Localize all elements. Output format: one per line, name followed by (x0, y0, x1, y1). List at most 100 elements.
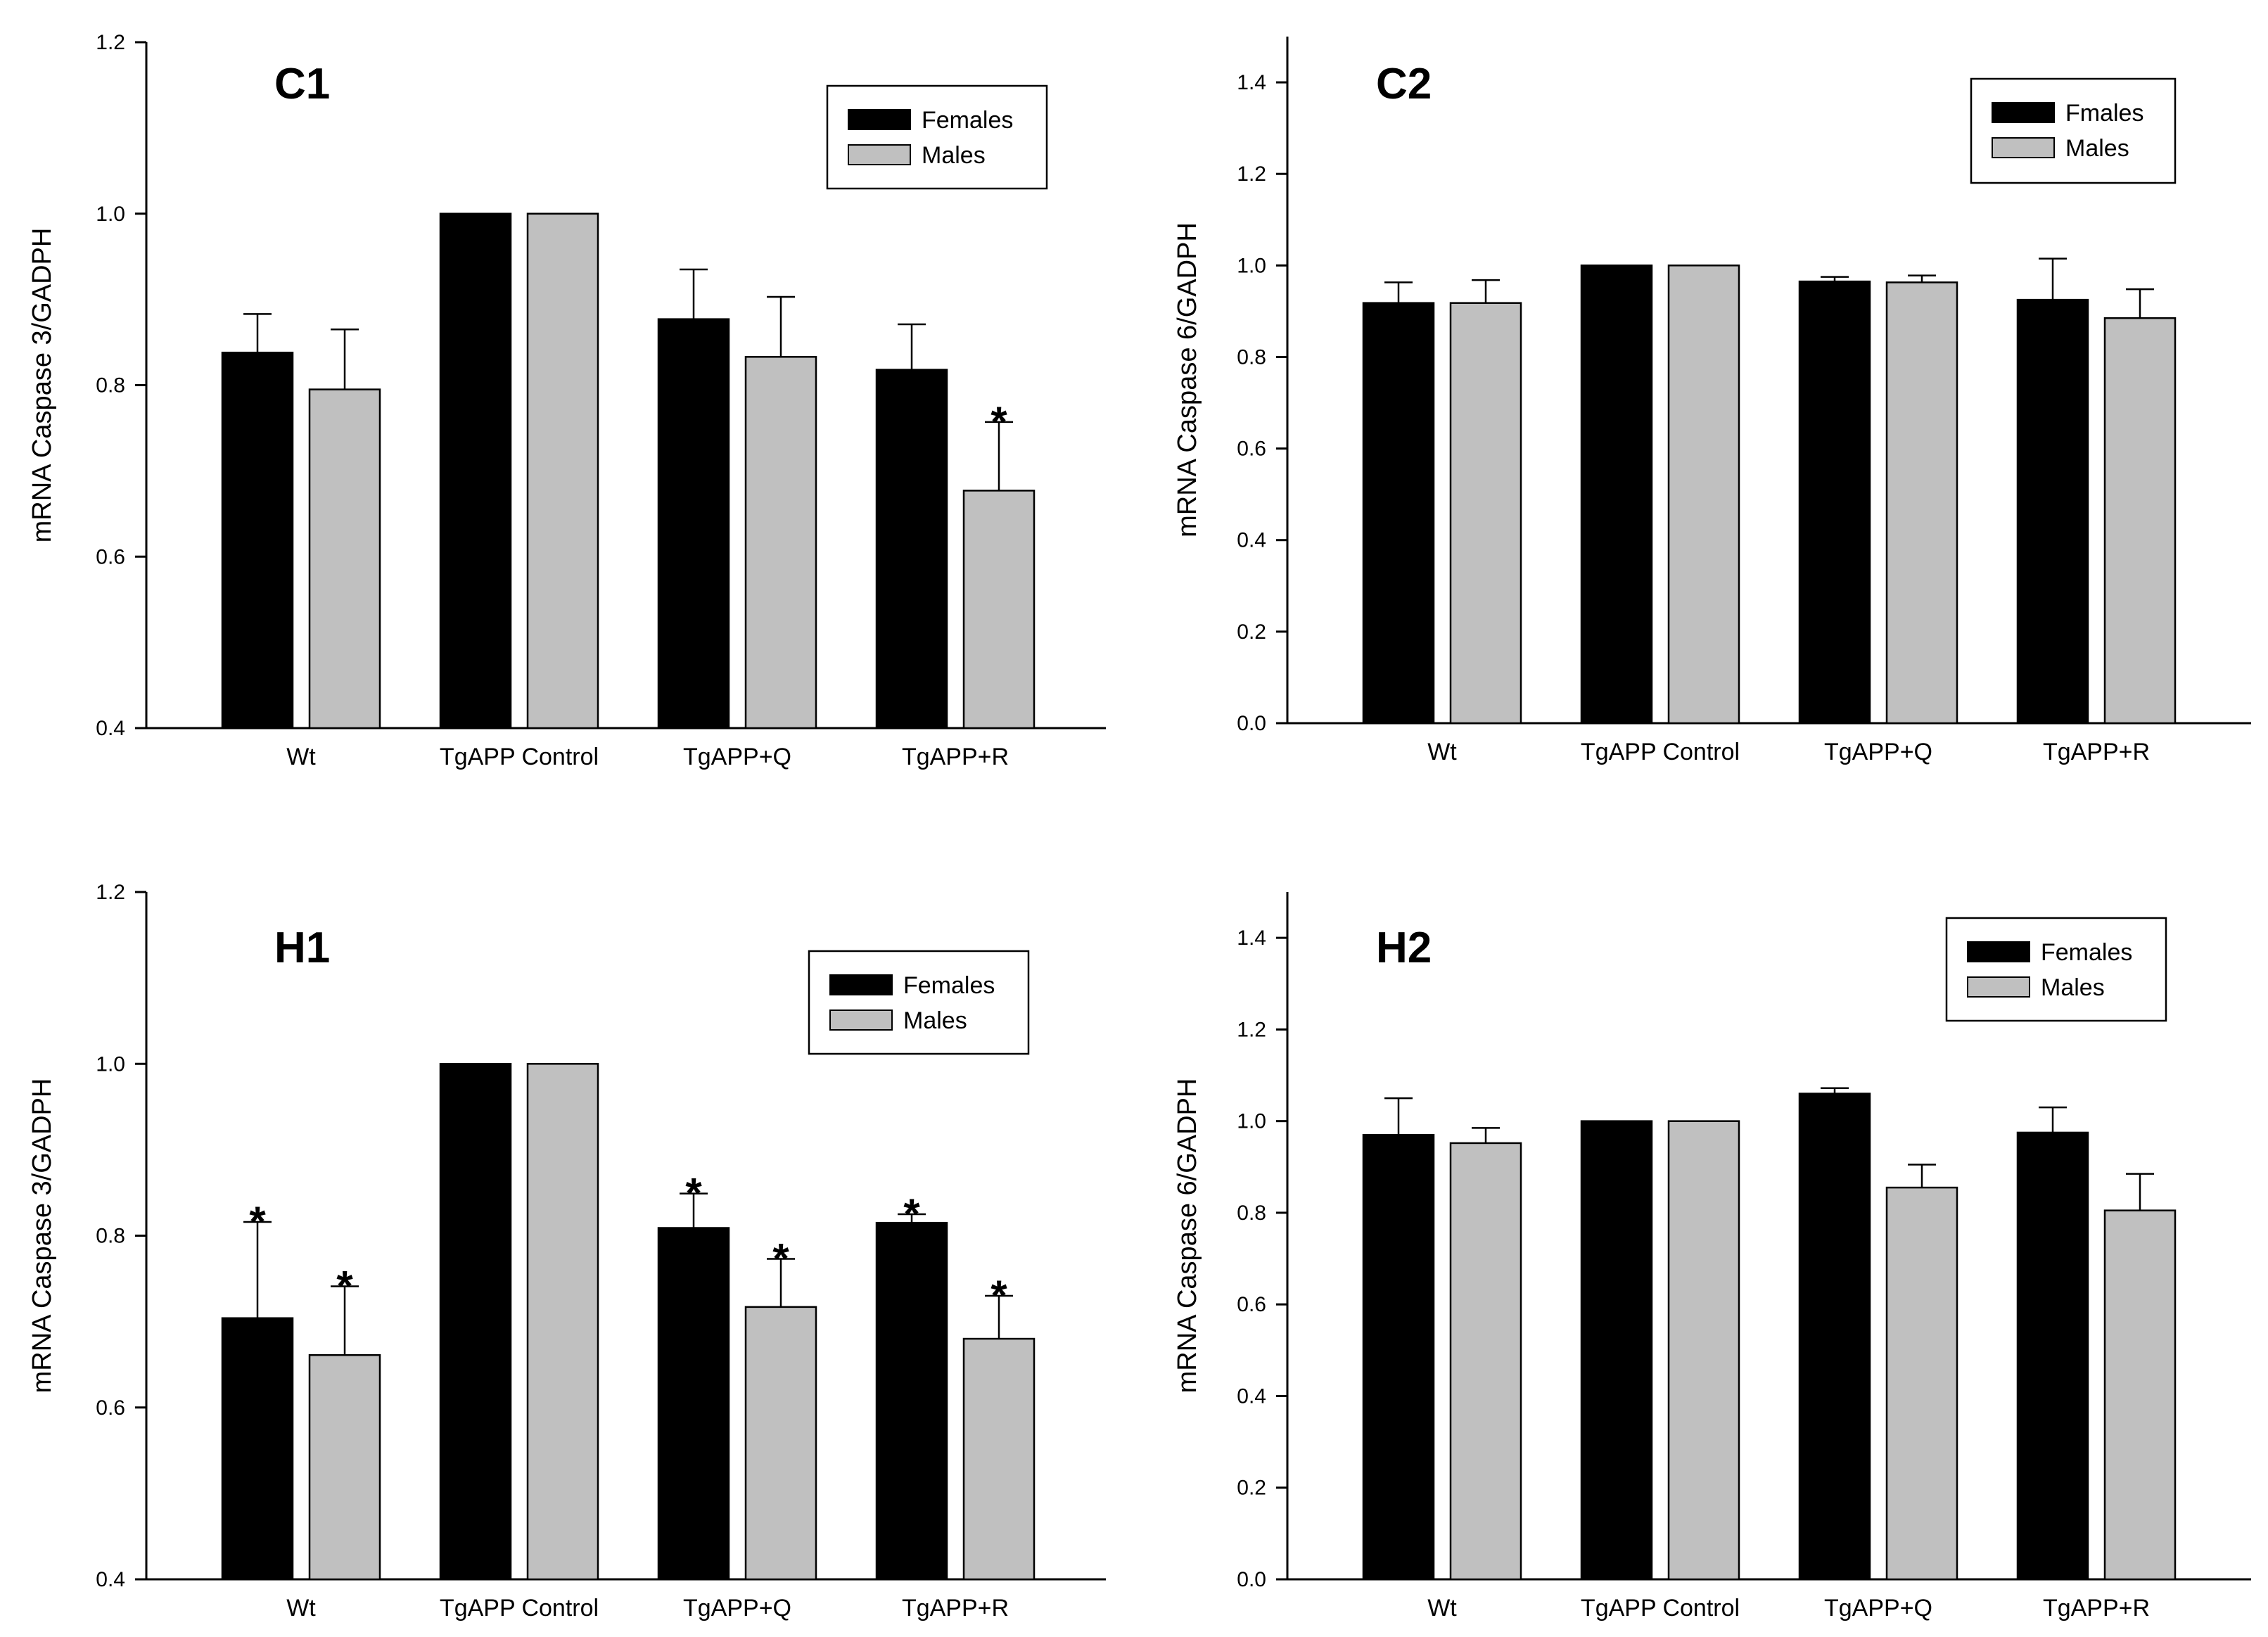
x-tick-label: TgAPP+R (2043, 739, 2150, 765)
significance-marker: * (685, 1170, 702, 1217)
y-tick-label: 1.2 (1237, 163, 1266, 186)
significance-marker: * (990, 1272, 1007, 1319)
bar-females-1 (439, 212, 512, 730)
bar-males-3 (2103, 317, 2177, 725)
legend: Females Males (1945, 917, 2167, 1022)
y-tick-label: 1.0 (96, 203, 125, 226)
y-tick-label: 1.4 (1237, 926, 1266, 950)
legend-frame (826, 84, 1048, 190)
chart-panel-h1: 0.4 0.6 0.8 1.0 1.2 mRNA Caspase 3/GADPH H1 * * W… (27, 881, 1106, 1622)
y-tick-label: 0.0 (1237, 1568, 1266, 1591)
y-tick-label: 1.2 (96, 31, 125, 54)
x-tick-label: TgAPP Control (1581, 739, 1740, 765)
y-tick-label: 0.8 (96, 1225, 125, 1248)
legend-swatch-1 (829, 1009, 893, 1031)
y-tick-label: 0.8 (1237, 345, 1266, 369)
bar-males-3 (962, 490, 1036, 730)
bar-females-1 (439, 1063, 512, 1581)
y-tick-label: 1.0 (96, 1052, 125, 1076)
y-tick-label: 0.2 (1237, 1477, 1266, 1500)
legend-swatch-0 (848, 109, 911, 130)
bar-females-0 (221, 1317, 294, 1581)
bar-females-2 (1798, 1093, 1871, 1581)
bar-females-0 (221, 351, 294, 730)
y-tick-label: 0.8 (1237, 1202, 1266, 1225)
y-tick-label: 0.6 (96, 1396, 125, 1420)
y-tick-label: 1.0 (1237, 1110, 1266, 1133)
y-tick-label: 0.2 (1237, 620, 1266, 644)
y-tick-label: 0.6 (1237, 438, 1266, 461)
bar-females-1 (1580, 1120, 1653, 1581)
bar-females-2 (657, 1227, 730, 1581)
significance-marker: * (336, 1263, 353, 1310)
legend: Fmales Males (1970, 77, 2177, 184)
bar-females-2 (657, 318, 730, 730)
y-tick-label: 1.4 (1237, 71, 1266, 94)
bar-males-0 (1449, 1142, 1522, 1581)
legend-swatch-0 (829, 974, 893, 995)
x-tick-label: Wt (1427, 739, 1457, 765)
bar-males-2 (744, 356, 817, 730)
y-tick-label: 0.0 (1237, 712, 1266, 735)
y-axis-label: mRNA Caspase 3/GADPH (27, 228, 57, 543)
x-tick-label: TgAPP Control (440, 1595, 599, 1622)
chart-panel-c1: 0.4 0.6 0.8 1.0 1.2 mRNA Caspase 3/GADPH C1 Wt T… (27, 31, 1106, 770)
bar-fmales-3 (2016, 298, 2089, 725)
legend-label: Males (2065, 135, 2129, 162)
x-tick-label: Wt (286, 744, 316, 770)
legend-label: Males (903, 1007, 967, 1034)
significance-marker: * (249, 1198, 266, 1245)
bar-males-3 (2103, 1209, 2177, 1581)
x-tick-label: TgAPP+Q (1824, 1595, 1932, 1622)
legend-label: Fmales (2065, 100, 2143, 127)
y-tick-label: 1.0 (1237, 254, 1266, 277)
y-tick-label: 0.4 (96, 717, 125, 740)
x-tick-label: TgAPP+Q (683, 1595, 791, 1622)
significance-marker: * (772, 1235, 789, 1282)
bar-males-0 (308, 1354, 381, 1581)
significance-marker: * (990, 398, 1007, 445)
legend-frame (1945, 917, 2167, 1022)
legend-label: Females (903, 972, 995, 999)
legend-label: Females (922, 107, 1013, 134)
y-tick-label: 0.4 (1237, 529, 1266, 552)
bar-males-3 (962, 1337, 1036, 1581)
x-tick-label: TgAPP Control (1581, 1595, 1740, 1622)
bar-females-3 (2016, 1131, 2089, 1581)
x-tick-label: Wt (286, 1595, 316, 1622)
bar-males-1 (1667, 265, 1740, 725)
x-tick-label: TgAPP+R (902, 1595, 1009, 1622)
bar-males-2 (744, 1306, 817, 1581)
y-tick-label: 0.4 (96, 1568, 125, 1591)
bar-males-0 (308, 388, 381, 730)
x-tick-label: TgAPP+R (902, 744, 1009, 770)
x-tick-label: TgAPP+Q (1824, 739, 1932, 765)
legend-label: Males (922, 142, 986, 169)
bar-males-2 (1885, 1186, 1958, 1581)
y-tick-label: 0.8 (96, 374, 125, 397)
y-tick-label: 0.6 (1237, 1293, 1266, 1316)
bar-fmales-2 (1798, 280, 1871, 725)
panel-title: H2 (1376, 924, 1432, 972)
legend: Females Males (826, 84, 1048, 190)
chart-panel-c2: 0.0 0.2 0.4 0.6 0.8 1.0 1.2 1.4 mRNA Caspase 6/G… (1173, 37, 2251, 765)
legend-swatch-1 (848, 144, 911, 165)
chart-panel-h2: 0.0 0.2 0.4 0.6 0.8 1.0 1.2 1.4 mRNA Caspase 6/G… (1173, 892, 2251, 1622)
legend-label: Males (2041, 974, 2105, 1001)
bar-males-0 (1449, 302, 1522, 725)
y-axis-label: mRNA Caspase 6/GADPH (1173, 222, 1202, 537)
y-tick-label: 1.2 (1237, 1018, 1266, 1041)
bar-females-3 (875, 369, 948, 730)
y-tick-label: 1.2 (96, 881, 125, 904)
legend: Females Males (808, 950, 1030, 1055)
bar-males-2 (1885, 281, 1958, 725)
bar-males-1 (526, 212, 599, 730)
significance-marker: * (903, 1190, 920, 1237)
bar-females-3 (875, 1221, 948, 1581)
legend-swatch-0 (1992, 102, 2055, 123)
bar-males-1 (526, 1063, 599, 1581)
legend-swatch-1 (1992, 137, 2055, 158)
legend-swatch-0 (1967, 941, 2030, 962)
y-axis-label: mRNA Caspase 3/GADPH (27, 1078, 57, 1394)
